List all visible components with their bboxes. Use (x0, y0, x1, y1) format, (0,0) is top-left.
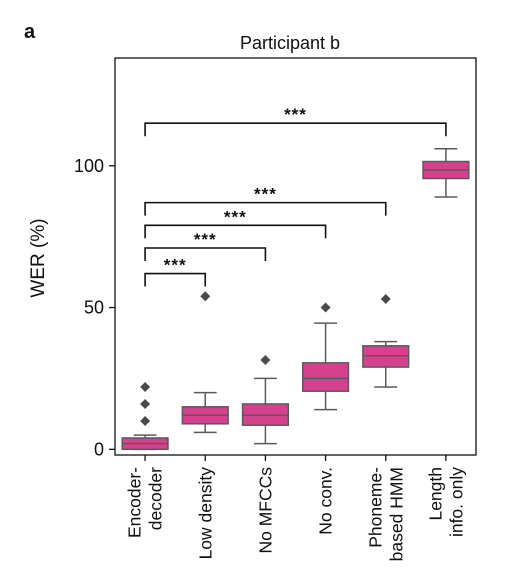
y-tick-label: 100 (74, 156, 104, 176)
x-tick-label: Low density (195, 467, 215, 560)
significance-bracket (144, 224, 327, 239)
outlier-point (200, 291, 211, 302)
x-tick-label: Length (425, 467, 445, 521)
y-tick-label: 50 (84, 298, 104, 318)
significance-label: *** (284, 105, 307, 124)
axes-frame (114, 57, 477, 456)
significance-bracket (144, 201, 387, 216)
x-tick-label: No MFCCs (255, 467, 275, 554)
box-iqr (301, 362, 350, 392)
significance-bracket (144, 272, 207, 287)
significance-label: *** (224, 207, 247, 226)
outlier-point (380, 294, 391, 305)
outlier-point (140, 415, 151, 426)
panel-letter: a (24, 21, 36, 43)
x-tick-label: Phoneme- (365, 467, 385, 548)
significance-label: *** (194, 230, 217, 249)
x-tick-label: info. only (446, 467, 466, 537)
outlier-point (140, 381, 151, 392)
outlier-point (140, 398, 151, 409)
plot-area: 0 50 100 Encoder-decoder Low density No MFCCs… (74, 57, 477, 561)
x-tick-label: based HMM (386, 467, 406, 561)
y-axis-label: WER (%) (28, 218, 49, 297)
significance-bracket (144, 122, 447, 137)
y-tick-label: 0 (94, 439, 104, 459)
chart-title: Participant b (240, 33, 340, 53)
outlier-point (320, 302, 331, 313)
x-tick-label: Encoder- (125, 467, 145, 538)
x-tick-label: No conv. (316, 467, 336, 535)
significance-bracket (144, 247, 267, 261)
outlier-point (260, 355, 271, 366)
significance-label: *** (254, 185, 277, 204)
x-tick-label: decoder (146, 467, 166, 530)
significance-label: *** (164, 256, 187, 275)
